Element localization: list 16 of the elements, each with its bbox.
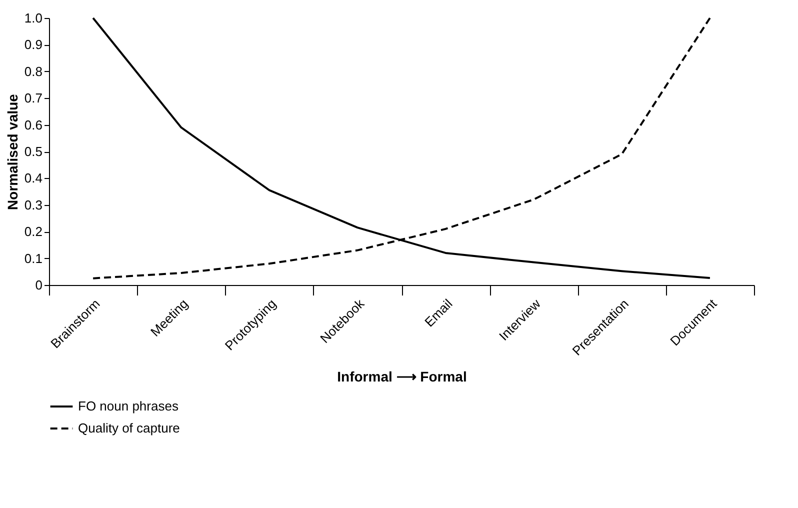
y-tick-label: 0.1 [24,250,42,266]
y-tick-label: 0.3 [24,197,42,212]
y-tick-label: 0.9 [24,37,42,52]
legend-label: FO noun phrases [78,398,179,414]
y-tick-label: 0.6 [24,117,42,132]
y-tick-label: 0.4 [24,170,42,186]
y-tick-label: 0.2 [24,224,42,240]
y-axis-title: Normalised value [4,94,20,210]
y-tick-label: 0.8 [24,64,42,79]
y-tick-label: 0.5 [24,144,42,159]
y-tick-label: 1.0 [24,10,42,26]
line-series [92,17,711,280]
legend-label: Quality of capture [78,420,180,436]
y-tick-label: 0.7 [24,90,42,106]
x-axis-title: Informal ⟶ Formal [337,368,467,384]
y-tick-label: 0 [35,278,42,292]
